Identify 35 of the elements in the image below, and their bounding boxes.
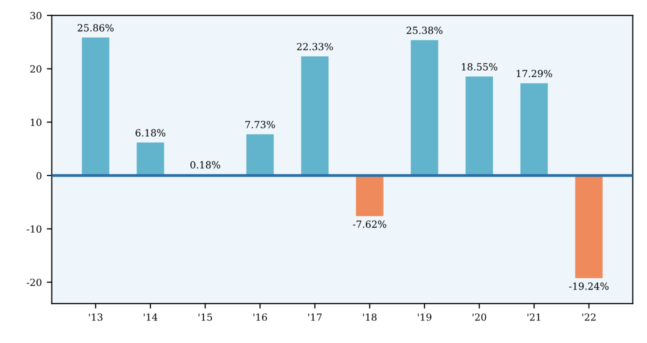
x-tick-label: '15 <box>198 313 212 321</box>
bar <box>301 56 329 176</box>
bar <box>82 38 110 176</box>
x-tick-label: '18 <box>363 313 377 321</box>
y-tick-label: 20 <box>30 65 42 73</box>
bar <box>246 134 274 176</box>
data-label: 6.18% <box>136 129 166 136</box>
bar <box>575 176 603 278</box>
x-tick-label: '13 <box>89 313 102 321</box>
data-label: 22.33% <box>296 42 333 50</box>
bar <box>410 40 438 176</box>
data-label: 25.38% <box>406 26 442 34</box>
bar <box>466 76 493 176</box>
x-tick-label: '22 <box>582 313 596 321</box>
bar <box>356 176 384 216</box>
data-label: 25.86% <box>78 24 114 32</box>
bar <box>520 83 548 176</box>
x-tick-label: '19 <box>418 313 432 321</box>
y-tick-label: 0 <box>36 172 42 180</box>
data-label: 18.55% <box>462 63 498 70</box>
data-label: 7.73% <box>245 120 275 128</box>
x-tick-label: '17 <box>308 313 322 321</box>
data-label: 0.18% <box>190 161 220 168</box>
y-tick-label: 30 <box>30 12 42 20</box>
bar <box>136 142 164 176</box>
x-tick-label: '20 <box>472 313 486 321</box>
y-tick-label: -20 <box>26 278 42 286</box>
x-tick-label: '16 <box>253 313 267 321</box>
data-label: 17.29% <box>516 70 552 78</box>
data-label: -7.62% <box>353 220 386 228</box>
y-tick-label: 10 <box>30 118 42 126</box>
x-tick-label: '21 <box>528 313 540 321</box>
y-tick-label: -10 <box>26 225 42 233</box>
data-label: -19.24% <box>569 282 609 290</box>
x-tick-label: '14 <box>144 313 158 321</box>
